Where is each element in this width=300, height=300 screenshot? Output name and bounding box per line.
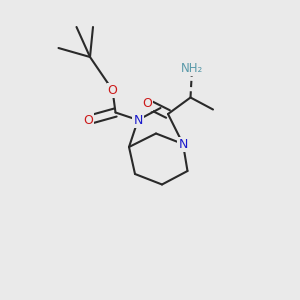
Text: NH₂: NH₂ bbox=[181, 62, 203, 76]
Text: O: O bbox=[142, 97, 152, 110]
Text: O: O bbox=[84, 113, 93, 127]
Text: N: N bbox=[133, 113, 143, 127]
Text: O: O bbox=[108, 83, 117, 97]
Text: N: N bbox=[178, 137, 188, 151]
